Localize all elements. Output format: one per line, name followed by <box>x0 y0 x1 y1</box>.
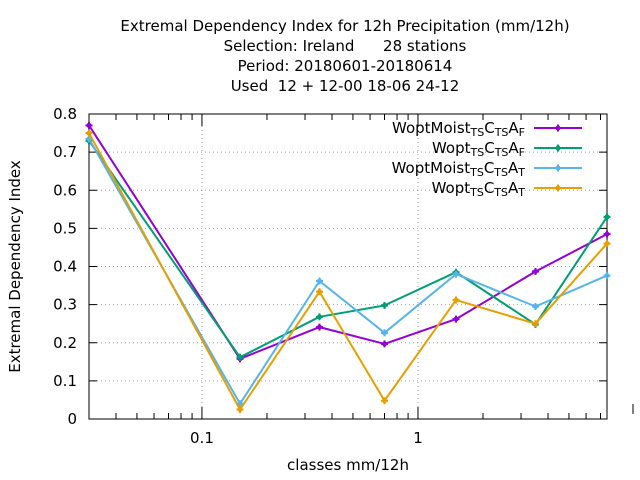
data-point <box>603 272 611 280</box>
y-axis: 0 0.1 0.2 0.3 0.4 0.5 0.6 0.7 0.8 <box>53 105 607 428</box>
y-tick-label: 0.7 <box>53 143 77 161</box>
data-point <box>603 213 611 221</box>
y-tick-label: 0.5 <box>53 219 77 237</box>
data-point <box>85 129 93 137</box>
data-point <box>381 340 389 348</box>
y-tick-label: 0.3 <box>53 296 77 314</box>
data-point <box>452 315 460 323</box>
x-tick-label: 1 <box>413 429 423 447</box>
data-point <box>315 313 323 321</box>
series-2 <box>85 137 611 361</box>
data-point <box>236 405 244 413</box>
data-point <box>236 353 244 361</box>
data-point <box>531 320 539 328</box>
y-tick-label: 0.2 <box>53 334 77 352</box>
data-point <box>381 301 389 309</box>
series-line <box>88 124 608 360</box>
series-layer <box>85 121 611 413</box>
y-tick-label: 0.4 <box>53 258 77 276</box>
data-point <box>381 397 389 405</box>
title-line-2: Selection: Ireland 28 stations <box>224 37 467 55</box>
x-axis: 0.1 1 <box>115 114 634 447</box>
series-line <box>88 140 608 359</box>
legend-marker <box>554 164 562 172</box>
title-line-3: Period: 20180601-20180614 <box>238 57 453 75</box>
data-point <box>603 240 611 248</box>
series-1 <box>85 121 611 363</box>
title-line-1: Extremal Dependency Index for 12h Precip… <box>120 17 569 35</box>
data-point <box>452 270 460 278</box>
series-3 <box>85 135 611 408</box>
legend-entry: WoptMoistTSCTSAF <box>392 119 582 139</box>
legend-entry: WoptTSCTSAT <box>432 179 582 199</box>
series-line <box>88 138 608 405</box>
legend-entry: WoptTSCTSAF <box>432 139 582 159</box>
legend-label: WoptMoistTSCTSAF <box>392 119 525 139</box>
legend-marker <box>554 124 562 132</box>
data-point <box>531 303 539 311</box>
data-point <box>603 230 611 238</box>
title-line-4: Used 12 + 12-00 18-06 24-12 <box>231 77 460 95</box>
data-point <box>531 267 539 275</box>
y-tick-label: 0.1 <box>53 372 77 390</box>
series-line <box>88 132 608 411</box>
legend: WoptMoistTSCTSAFWoptTSCTSAFWoptMoistTSCT… <box>392 119 582 199</box>
data-point <box>315 288 323 296</box>
y-axis-label: Extremal Dependency Index <box>6 160 24 373</box>
data-point <box>85 121 93 129</box>
legend-marker <box>554 184 562 192</box>
legend-entry: WoptMoistTSCTSAT <box>392 159 582 179</box>
data-point <box>315 277 323 285</box>
grid-lines <box>89 114 607 419</box>
y-tick-label: 0 <box>67 410 77 428</box>
x-axis-label: classes mm/12h <box>287 456 409 474</box>
data-point <box>381 329 389 337</box>
data-point <box>315 323 323 331</box>
data-point <box>452 296 460 304</box>
legend-label: WoptMoistTSCTSAT <box>392 159 526 179</box>
y-tick-label: 0.6 <box>53 181 77 199</box>
x-tick-label: 0.1 <box>190 429 214 447</box>
chart-title: Extremal Dependency Index for 12h Precip… <box>120 17 569 95</box>
y-tick-label: 0.8 <box>53 105 77 123</box>
legend-label: WoptTSCTSAT <box>432 179 526 199</box>
legend-marker <box>554 144 562 152</box>
series-4 <box>85 129 611 413</box>
legend-label: WoptTSCTSAF <box>432 139 525 159</box>
